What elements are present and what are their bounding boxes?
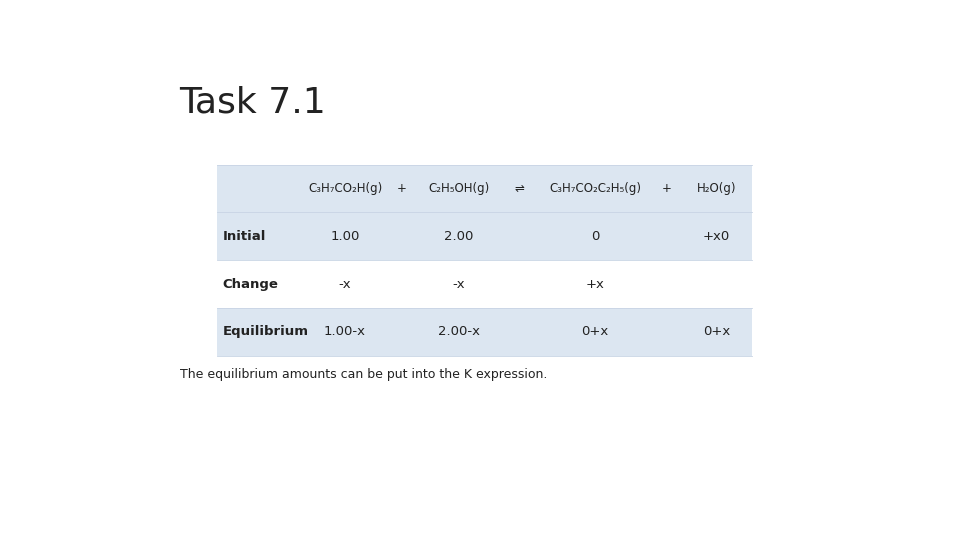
- Text: 0: 0: [590, 230, 599, 243]
- Text: Task 7.1: Task 7.1: [180, 85, 326, 119]
- Text: 0+x: 0+x: [582, 326, 609, 339]
- Text: C₂H₅OH(g): C₂H₅OH(g): [428, 182, 490, 195]
- Text: H₂O(g): H₂O(g): [697, 182, 736, 195]
- Text: ⇌: ⇌: [515, 182, 524, 195]
- Text: 0+x: 0+x: [703, 326, 730, 339]
- Text: +: +: [661, 182, 672, 195]
- Text: -x: -x: [452, 278, 466, 291]
- Text: C₃H₇CO₂C₂H₅(g): C₃H₇CO₂C₂H₅(g): [549, 182, 641, 195]
- Text: +x0: +x0: [703, 230, 730, 243]
- Text: Equilibrium: Equilibrium: [223, 326, 309, 339]
- Text: The equilibrium amounts can be put into the K expression.: The equilibrium amounts can be put into …: [180, 368, 547, 381]
- Text: Initial: Initial: [223, 230, 266, 243]
- Text: 1.00: 1.00: [330, 230, 360, 243]
- Text: 2.00: 2.00: [444, 230, 473, 243]
- Text: +: +: [397, 182, 407, 195]
- Text: -x: -x: [339, 278, 351, 291]
- Text: 1.00-x: 1.00-x: [324, 326, 366, 339]
- Text: 2.00-x: 2.00-x: [438, 326, 480, 339]
- Text: C₃H₇CO₂H(g): C₃H₇CO₂H(g): [308, 182, 382, 195]
- Text: +x: +x: [586, 278, 605, 291]
- Text: Change: Change: [223, 278, 278, 291]
